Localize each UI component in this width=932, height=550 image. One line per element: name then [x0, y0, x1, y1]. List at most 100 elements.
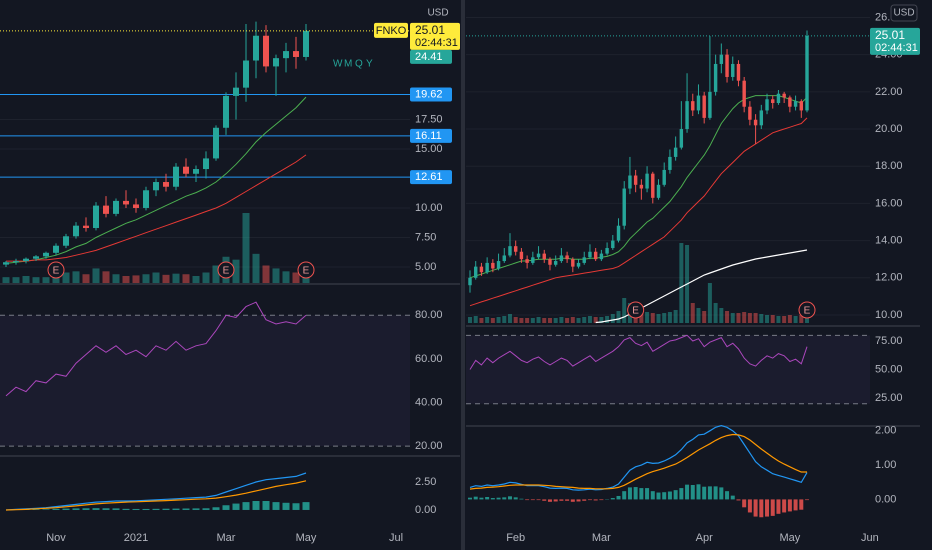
macd-histogram-bar [707, 486, 712, 500]
candle-body [508, 246, 512, 256]
volume-bar [667, 312, 672, 323]
volume-bar [192, 276, 200, 283]
volume-bar [650, 313, 655, 323]
candle-body [243, 60, 249, 88]
y-tick-label: 80.00 [415, 309, 443, 321]
volume-bar [542, 318, 547, 323]
volume-bar [702, 311, 707, 323]
currency-label: USD [427, 8, 448, 19]
macd-histogram-bar [559, 499, 564, 501]
candle-body [73, 225, 79, 237]
candle-body [496, 261, 501, 269]
volume-bar [587, 316, 592, 323]
macd-histogram-bar [72, 508, 80, 510]
volume-bar [610, 314, 615, 323]
macd-histogram-bar [582, 499, 587, 501]
macd-histogram-bar [639, 488, 644, 500]
macd-histogram-bar [212, 507, 220, 510]
volume-bar [132, 275, 140, 283]
interval-button: W [333, 59, 343, 70]
macd-histogram-bar [622, 491, 627, 500]
volume-bar [679, 243, 684, 323]
last-price-box [410, 22, 460, 50]
x-tick-label: Apr [696, 532, 713, 544]
earnings-label: E [53, 266, 60, 277]
volume-bar [468, 317, 472, 323]
volume-bar [496, 317, 501, 323]
macd-histogram-bar [576, 499, 581, 502]
volume-bar [242, 213, 250, 283]
candle-body [656, 184, 661, 198]
earnings-marker [297, 261, 315, 279]
candle-body [771, 99, 775, 104]
candle-body [616, 225, 621, 241]
candle-body [263, 35, 269, 67]
candle-body [736, 63, 741, 81]
earnings-marker [47, 261, 65, 279]
volume-bar [547, 318, 552, 323]
volume-bar [725, 311, 730, 323]
candle-body [553, 261, 558, 265]
macd-histogram-bar [102, 508, 110, 510]
volume-bar [513, 317, 518, 323]
last-price-label: 25.01 [875, 28, 905, 42]
macd-histogram-bar [793, 499, 798, 511]
macd-histogram-bar [530, 499, 535, 501]
volume-bar [92, 268, 100, 283]
candle-body [3, 262, 9, 265]
volume-bar [162, 274, 170, 283]
macd-histogram-bar [468, 497, 472, 500]
candle-body [799, 101, 804, 111]
macd-histogram-bar [519, 498, 524, 500]
y-tick-label: 40.00 [415, 396, 443, 408]
macd-histogram-bar [593, 499, 598, 501]
macd-histogram-bar [122, 508, 130, 510]
y-tick-label: 20.00 [415, 440, 443, 452]
candle-body [303, 30, 309, 57]
level-label-box [410, 87, 452, 102]
macd-histogram-bar [673, 490, 678, 500]
macd-histogram-bar [302, 502, 310, 510]
volume-bar [479, 318, 484, 323]
macd-histogram-bar [662, 492, 667, 500]
rsi-band [0, 315, 410, 447]
y-tick-label: 75.00 [875, 335, 903, 347]
candle-body [485, 262, 489, 273]
macd-histogram-bar [142, 508, 150, 510]
volume-bar [232, 259, 240, 283]
candle-body [668, 156, 672, 170]
volume-bar [559, 317, 564, 323]
macd-histogram-bar [242, 502, 250, 510]
macd-histogram-bar [192, 508, 200, 510]
candle-body [611, 240, 615, 249]
candle-body [776, 93, 781, 104]
macd-histogram-bar [753, 499, 758, 517]
candle-body [582, 257, 586, 263]
y-tick-label: 20.00 [875, 123, 903, 135]
candle-body [223, 95, 229, 128]
candle-body [542, 253, 546, 260]
candle-body [33, 256, 39, 259]
volume-bar [582, 317, 587, 323]
macd-histogram-bar [713, 486, 718, 500]
volume-bar [622, 298, 627, 323]
macd-histogram-bar [805, 499, 810, 501]
candle-body [253, 35, 259, 61]
candle-body [651, 173, 655, 198]
macd-histogram-bar [702, 486, 707, 500]
macd-histogram-bar [627, 487, 632, 500]
volume-bar [730, 313, 735, 323]
candle-body [708, 91, 712, 118]
candle-body [525, 259, 529, 263]
volume-bar [707, 283, 712, 323]
macd-histogram-bar [162, 508, 170, 510]
volume-bar [519, 318, 524, 323]
symbol-label: FNKO [376, 25, 407, 37]
y-tick-label: 50.00 [875, 363, 903, 375]
y-tick-label: 5.00 [415, 261, 436, 273]
candle-body [43, 252, 49, 257]
candle-body [193, 169, 199, 174]
panel-divider [461, 0, 465, 550]
candle-body [536, 253, 541, 258]
volume-bar [753, 313, 758, 323]
